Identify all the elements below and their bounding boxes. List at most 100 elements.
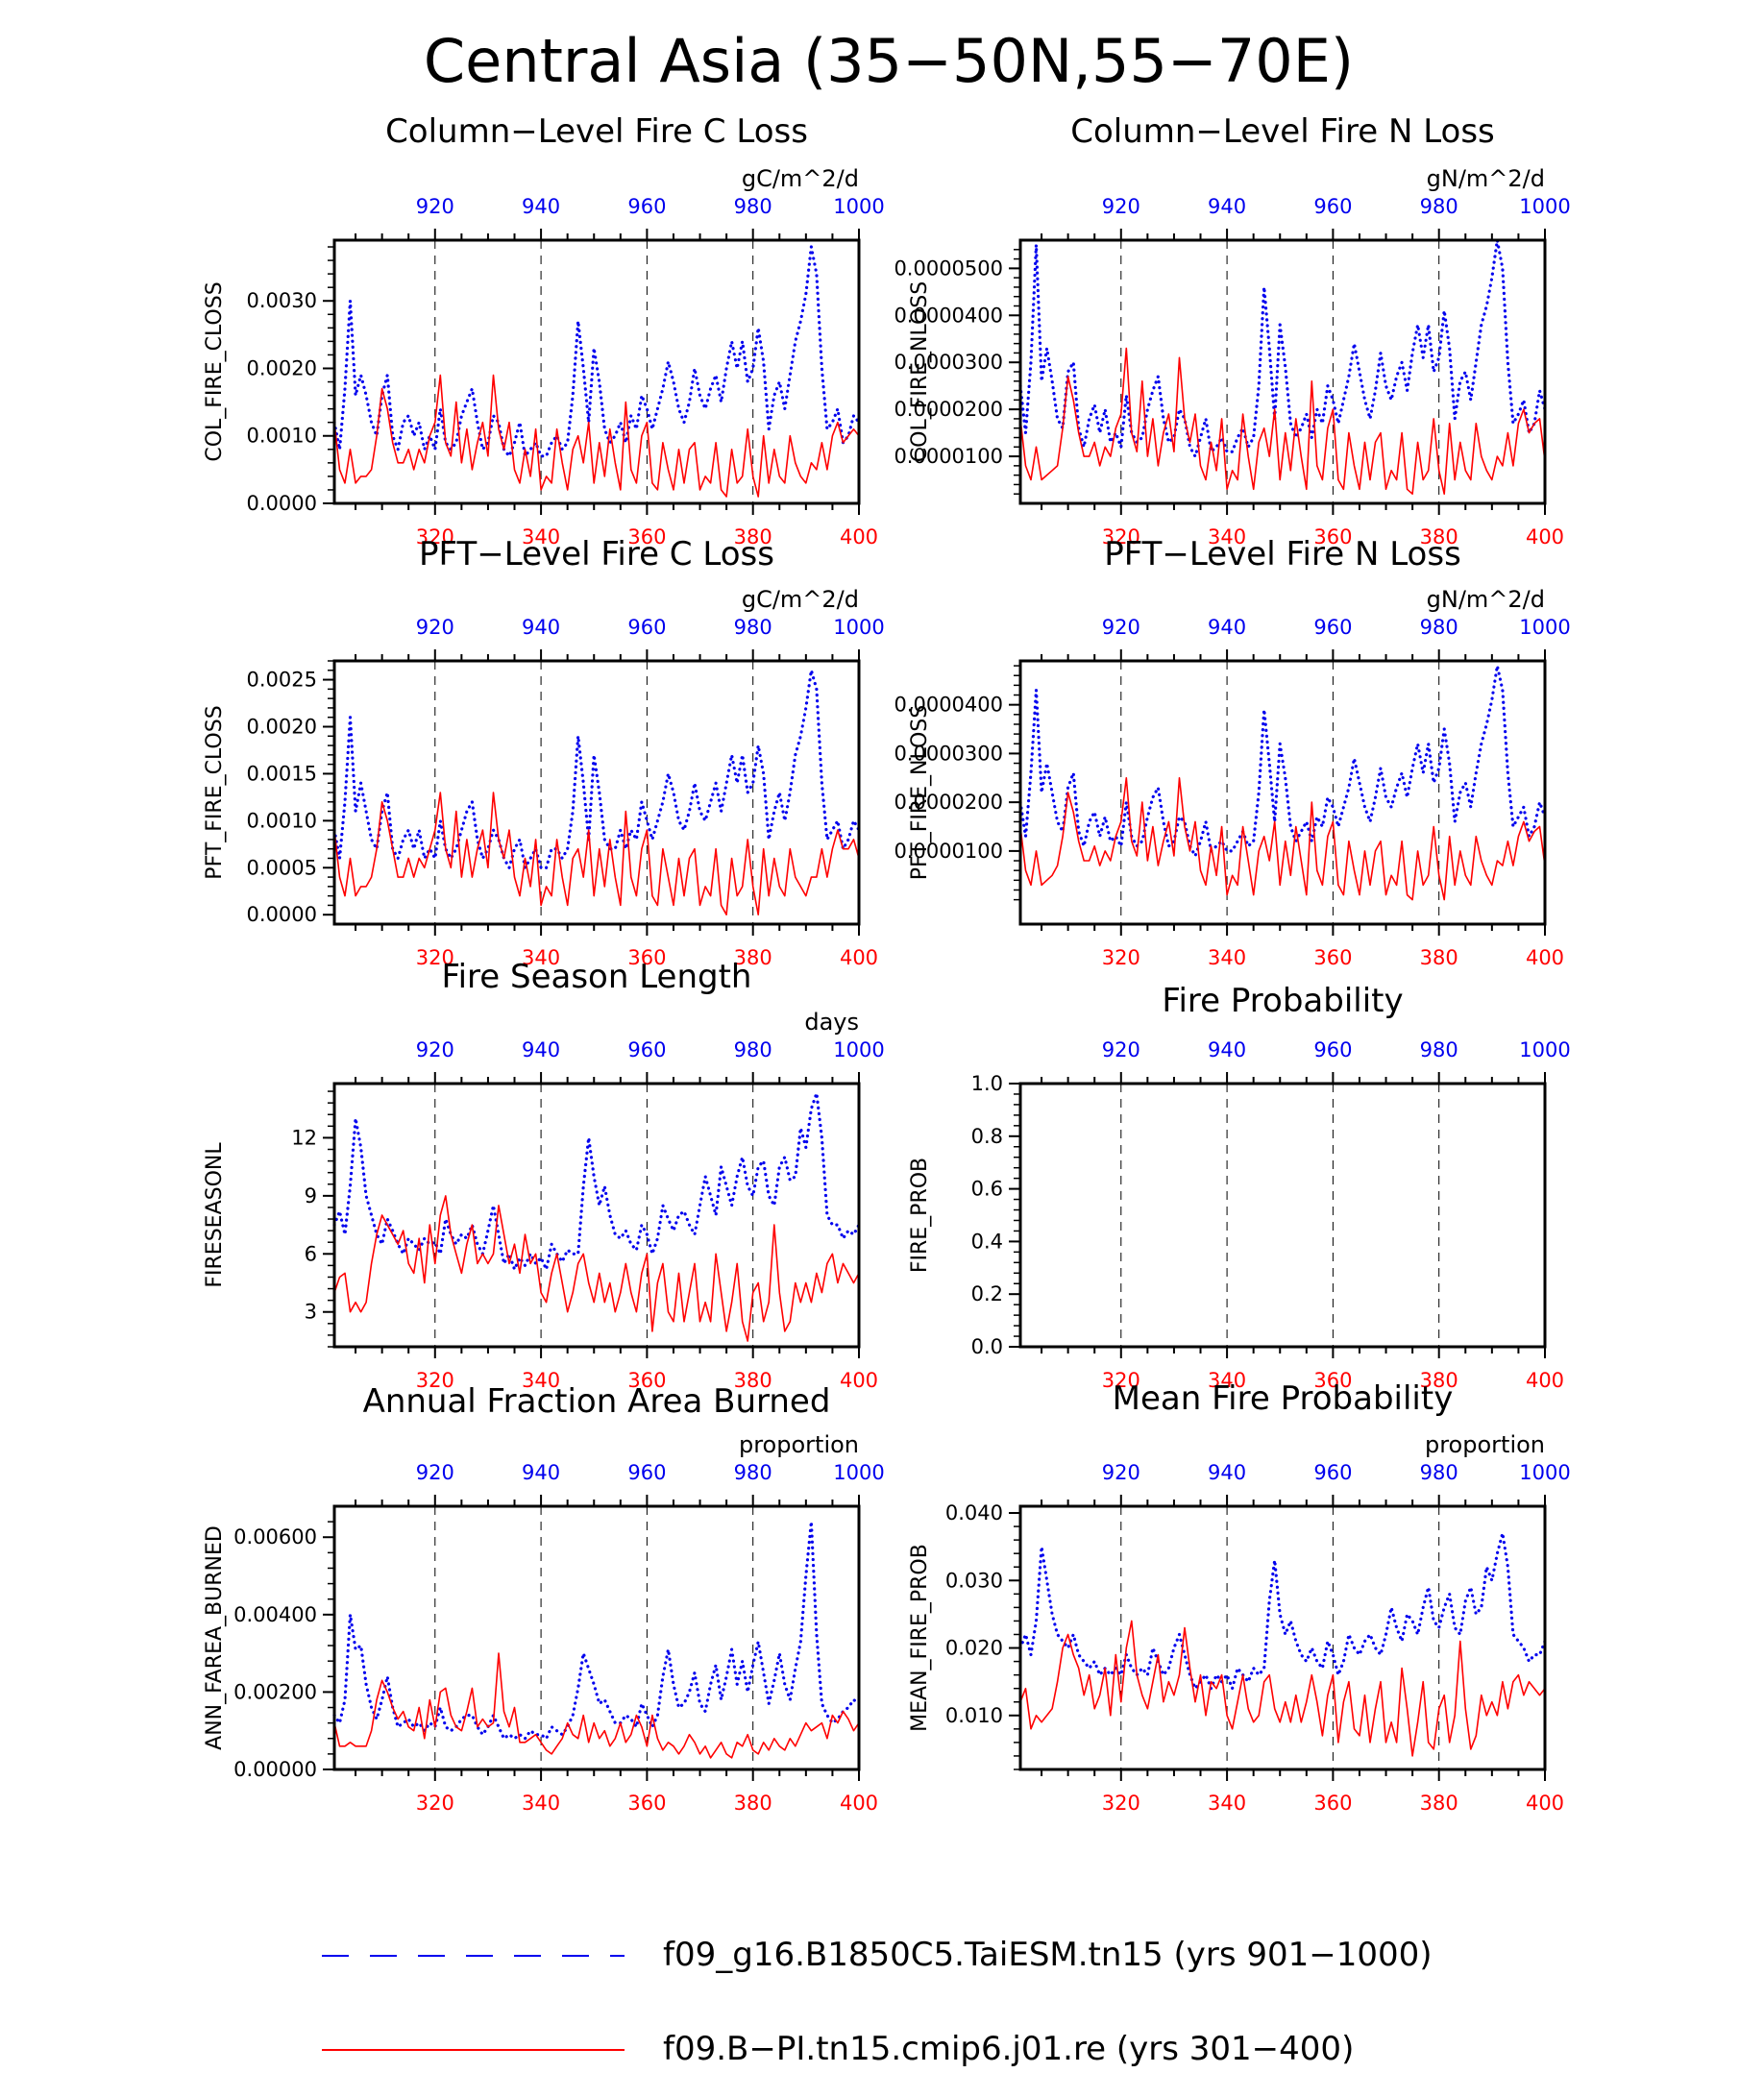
series-line-red: [333, 1195, 860, 1342]
x-tick-label-top: 1000: [1519, 1038, 1570, 1061]
y-tick-label: 0.00400: [233, 1603, 317, 1626]
y-tick-label: 0.00000: [233, 1758, 317, 1781]
y-axis-label: COL_FIRE_CLOSS: [203, 281, 227, 461]
y-tick-label: 0.4: [971, 1230, 1003, 1253]
y-tick-label: 0.0020: [247, 356, 317, 379]
x-tick-label-top: 920: [416, 1461, 454, 1484]
panel-title: Fire Probability: [1162, 982, 1403, 1020]
series-line-blue: [332, 669, 861, 869]
y-axis-label: ANN_FAREA_BURNED: [203, 1525, 227, 1750]
x-tick-label-bottom: 400: [1526, 1369, 1564, 1392]
y-axis-label: FIRESEASONL: [203, 1142, 227, 1288]
legend-label-red: f09.B−PI.tn15.cmip6.j01.re (yrs 301−400): [663, 2030, 1354, 2068]
x-tick-label-top: 980: [1420, 616, 1458, 639]
y-tick-label: 0.0000: [247, 903, 317, 926]
x-tick-label-top: 940: [522, 1038, 560, 1061]
panel-annual-fraction-area-burned: Annual Fraction Area Burned proportion 320…: [203, 1382, 885, 1815]
panel-column-level-fire-n-loss: Column−Level Fire N Loss gN/m^2/d 320 340 36…: [894, 112, 1570, 549]
y-tick-label: 0.00600: [233, 1525, 317, 1549]
x-tick-label-bottom: 380: [1420, 525, 1458, 549]
x-tick-label-bottom: 380: [734, 1369, 772, 1392]
plot-frame: [332, 238, 861, 505]
series-line-blue: [332, 1091, 861, 1272]
y-tick-label: 12: [291, 1126, 317, 1149]
panel-fire-season-length: Fire Season Length days 320 340 360 380 400 920…: [203, 958, 885, 1392]
y-axis-label: PFT_FIRE_CLOSS: [203, 705, 227, 879]
y-tick-label: 0.0015: [247, 762, 317, 785]
units-label: proportion: [1425, 1431, 1545, 1458]
x-tick-label-top: 980: [734, 1461, 772, 1484]
units-label: gC/m^2/d: [742, 586, 859, 613]
x-tick-label-bottom: 380: [734, 1792, 772, 1815]
y-tick-label: 0.0000300: [894, 351, 1003, 374]
units-label: gN/m^2/d: [1427, 586, 1545, 613]
series-line-red: [333, 1652, 860, 1759]
x-tick-label-top: 980: [734, 195, 772, 218]
x-tick-label-bottom: 320: [1102, 946, 1140, 969]
y-tick-label: 0.0000400: [894, 694, 1003, 717]
y-axis-label: FIRE_PROB: [908, 1158, 932, 1273]
x-tick-label-top: 920: [1102, 616, 1140, 639]
x-tick-label-top: 1000: [1519, 616, 1570, 639]
x-tick-label-top: 980: [1420, 1461, 1458, 1484]
units-label: days: [804, 1009, 859, 1036]
x-tick-label-bottom: 320: [416, 1369, 454, 1392]
x-tick-label-top: 1000: [1519, 195, 1570, 218]
panel-pft-level-fire-n-loss: PFT−Level Fire N Loss gN/m^2/d 320 340 360 38…: [894, 535, 1570, 969]
x-tick-label-top: 1000: [833, 1038, 884, 1061]
x-tick-label-bottom: 360: [1313, 946, 1352, 969]
y-tick-label: 0.0000: [247, 492, 317, 515]
plot-frame: [1018, 1082, 1547, 1349]
x-tick-label-top: 920: [1102, 1038, 1140, 1061]
series-line-blue: [1018, 664, 1547, 858]
panel-title: Column−Level Fire C Loss: [385, 112, 808, 151]
y-tick-label: 0.00200: [233, 1680, 317, 1703]
x-tick-label-bottom: 380: [1420, 1792, 1458, 1815]
x-tick-label-top: 920: [416, 195, 454, 218]
x-tick-label-bottom: 320: [416, 1792, 454, 1815]
x-tick-label-bottom: 380: [1420, 946, 1458, 969]
plot-frame: [332, 1082, 861, 1349]
y-tick-label: 3: [305, 1301, 317, 1324]
x-tick-label-bottom: 340: [522, 525, 560, 549]
x-tick-label-bottom: 340: [522, 1792, 560, 1815]
series-line-red: [1019, 347, 1546, 496]
x-tick-label-bottom: 360: [1313, 525, 1352, 549]
x-tick-label-bottom: 360: [627, 946, 666, 969]
legend-label-blue: f09_g16.B1850C5.TaiESM.tn15 (yrs 901−100…: [663, 1936, 1433, 1974]
x-tick-label-bottom: 340: [1208, 525, 1246, 549]
x-tick-label-top: 1000: [833, 195, 884, 218]
series-line-blue: [1018, 238, 1547, 458]
x-tick-label-top: 960: [1313, 195, 1352, 218]
x-tick-label-top: 960: [627, 1038, 666, 1061]
y-tick-label: 0.0030: [247, 289, 317, 312]
y-tick-label: 0.0000400: [894, 304, 1003, 327]
x-tick-label-bottom: 380: [734, 525, 772, 549]
y-tick-label: 0.0000300: [894, 742, 1003, 765]
x-tick-label-top: 980: [734, 1038, 772, 1061]
series-line-blue: [332, 1520, 861, 1741]
x-tick-label-bottom: 380: [1420, 1369, 1458, 1392]
x-tick-label-bottom: 340: [522, 1369, 560, 1392]
y-tick-label: 0.030: [945, 1569, 1003, 1592]
y-tick-label: 0.0000100: [894, 445, 1003, 468]
x-tick-label-bottom: 400: [1526, 1792, 1564, 1815]
y-tick-label: 0.010: [945, 1704, 1003, 1727]
y-axis-label: PFT_FIRE_NLOSS: [908, 705, 932, 880]
x-tick-label-top: 960: [1313, 1038, 1352, 1061]
y-tick-label: 0.0025: [247, 669, 317, 692]
units-label: proportion: [739, 1431, 859, 1458]
panel-title: Fire Season Length: [442, 958, 752, 996]
y-tick-label: 0.0000500: [894, 256, 1003, 280]
panel-fire-probability: Fire Probability 320 340 360 380 400 920 940 960…: [908, 982, 1571, 1392]
x-tick-label-bottom: 340: [1208, 946, 1246, 969]
panels: Column−Level Fire C Loss gC/m^2/d 320 340 36…: [203, 112, 1571, 1815]
y-tick-label: 0.040: [945, 1501, 1003, 1524]
x-tick-label-top: 980: [734, 616, 772, 639]
x-tick-label-top: 980: [1420, 195, 1458, 218]
panel-title: Mean Fire Probability: [1113, 1379, 1454, 1418]
legend: f09_g16.B1850C5.TaiESM.tn15 (yrs 901−100…: [322, 1936, 1433, 2068]
y-tick-label: 1.0: [971, 1072, 1003, 1095]
x-tick-label-bottom: 400: [840, 525, 878, 549]
